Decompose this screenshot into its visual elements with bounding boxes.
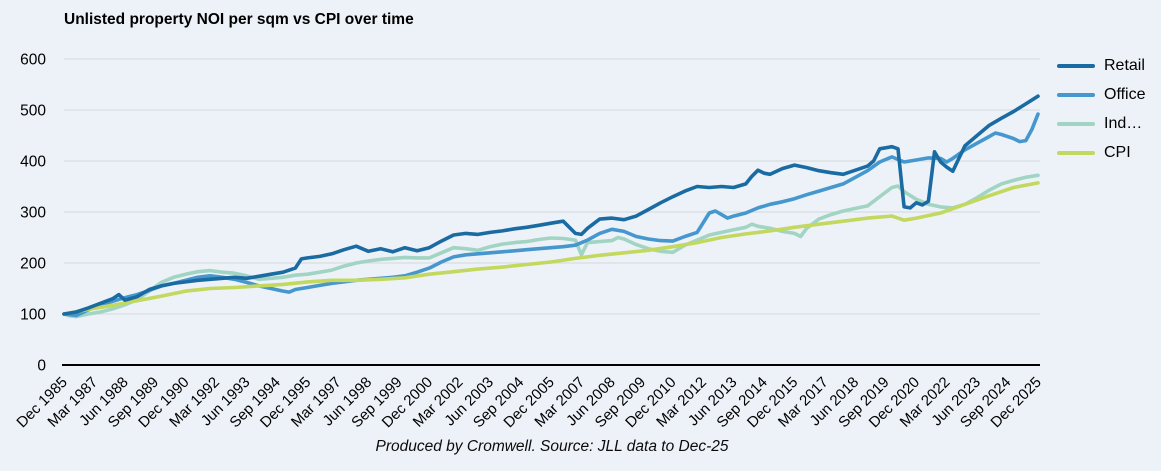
industrial-series-line [62, 173, 1040, 319]
cpi-series-line [62, 181, 1040, 316]
retail-legend-label: Retail [1104, 56, 1145, 74]
cpi-legend-swatch [1057, 150, 1095, 155]
y-axis-tick-label: 500 [20, 103, 46, 120]
y-axis-tick-label: 200 [20, 256, 46, 273]
office-series-line [62, 112, 1040, 318]
legend-item-office: Office [1057, 80, 1146, 109]
retail-series-line [62, 94, 1040, 316]
chart-legend: Retail Office Ind… CPI [1057, 51, 1146, 167]
industrial-legend-label: Ind… [1104, 114, 1143, 132]
legend-item-cpi: CPI [1057, 138, 1146, 167]
y-axis-tick-label: 300 [20, 205, 46, 222]
y-axis-tick-label: 600 [20, 52, 46, 69]
y-axis-tick-label: 100 [20, 307, 46, 324]
retail-legend-swatch [1057, 63, 1095, 68]
source-note: Produced by Cromwell. Source: JLL data t… [375, 438, 729, 455]
y-axis-tick-label: 0 [37, 358, 46, 375]
industrial-legend-swatch [1057, 121, 1095, 126]
legend-item-retail: Retail [1057, 51, 1146, 80]
y-axis-tick-label: 400 [20, 154, 46, 171]
chart-title: Unlisted property NOI per sqm vs CPI ove… [64, 11, 414, 28]
office-legend-label: Office [1104, 85, 1146, 103]
office-legend-swatch [1057, 92, 1095, 97]
cpi-legend-label: CPI [1104, 143, 1131, 161]
legend-item-industrial: Ind… [1057, 109, 1146, 138]
